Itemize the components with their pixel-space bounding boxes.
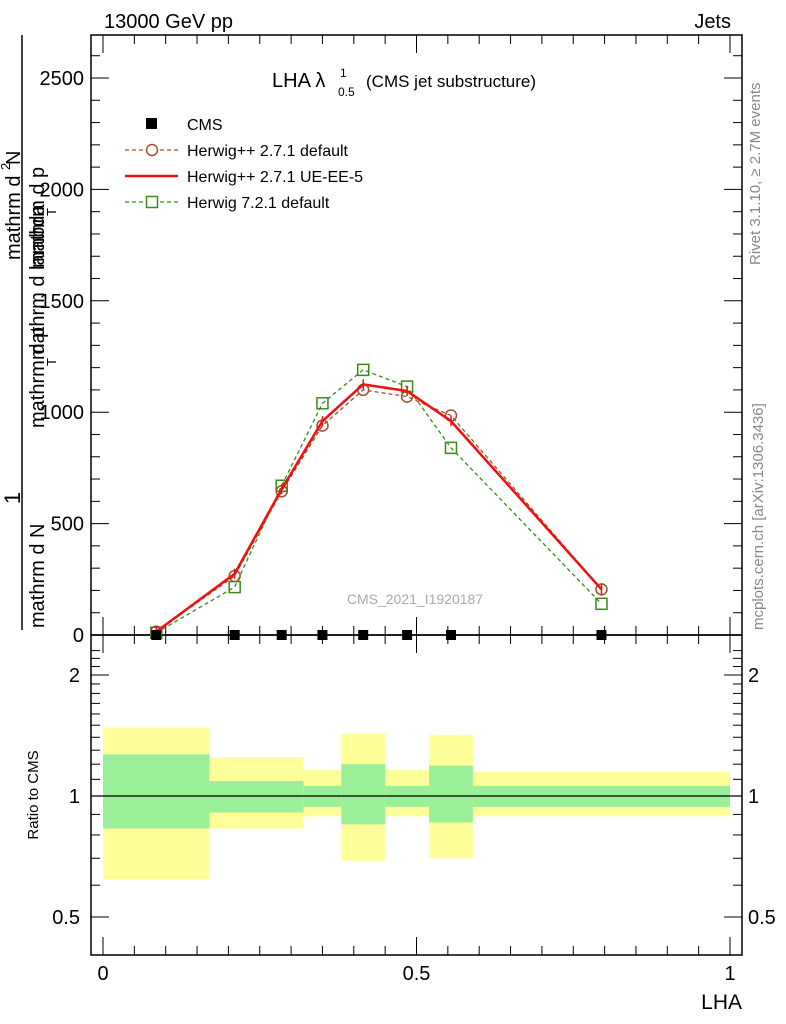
legend-marker-herwigpp-default — [145, 143, 159, 157]
x-tick-label: 1 — [724, 963, 735, 985]
y-label-frac2-den-sub: T — [44, 208, 59, 216]
data-point-cms — [317, 630, 328, 640]
main-y-axis: 0 500 1000 1500 2000 2500 — [40, 55, 742, 647]
y-label-frac2-den: mathrm d lambda — [27, 204, 49, 360]
data-point-herwig-7-2-1-default — [228, 580, 241, 594]
legend-label-herwigpp-default: Herwig++ 2.7.1 default — [187, 143, 349, 160]
mcplots-label: mcplots.cern.ch [arXiv:1306.3436] — [750, 403, 767, 630]
y-label-numerator: 1 — [0, 492, 25, 504]
data-point-herwig-7-2-1-default — [356, 363, 370, 377]
title-sup: 1 — [340, 66, 347, 80]
title-sub: 0.5 — [338, 85, 355, 99]
legend-marker-cms — [146, 118, 157, 129]
title-suffix: (CMS jet substructure) — [366, 72, 536, 91]
data-point-cms — [151, 630, 162, 640]
ratio-band-inner — [341, 764, 386, 825]
ratio-y-tick-label-right: 2 — [748, 665, 759, 687]
data-point-cms — [596, 630, 607, 640]
ratio-y-label: Ratio to CMS — [25, 750, 42, 839]
x-tick-label: 0 — [97, 963, 108, 985]
y-label-frac1-den-sub: T — [44, 358, 59, 366]
main-y-tick-label: 1500 — [40, 291, 85, 313]
data-point-herwig-7-2-1-default — [595, 597, 608, 611]
main-y-label: 1 mathrm d N mathrm d mathrm d p mathrm … — [0, 35, 59, 630]
legend-marker-herwig7-default — [145, 195, 159, 209]
ratio-bands — [103, 727, 730, 880]
y-label-frac2-den-p: mathrm d p — [27, 167, 49, 268]
main-y-tick-label: 2500 — [40, 68, 85, 90]
ratio-y-tick-label: 2 — [69, 665, 80, 687]
series-line-herwig-2-7-1-ue-ee-5 — [155, 383, 603, 633]
ratio-band-inner — [429, 765, 473, 823]
data-point-cms — [276, 630, 287, 640]
main-y-tick-label: 2000 — [40, 179, 85, 201]
header-right: Jets — [694, 11, 731, 33]
data-point-herwig-2-7-1-default — [595, 583, 608, 596]
ratio-band-inner — [103, 754, 210, 829]
y-label-frac2-num: mathrm d — [3, 176, 25, 260]
ratio-band-inner — [209, 780, 304, 813]
main-y-tick-label: 1000 — [40, 402, 85, 424]
ratio-y-tick-label-right: 0.5 — [748, 907, 776, 929]
series-line-herwig-7-2-1-default — [155, 369, 602, 634]
ratio-y-tick-label-right: 1 — [748, 786, 759, 808]
header-left: 13000 GeV pp — [104, 11, 233, 33]
title-main: LHA λ — [272, 70, 325, 92]
x-tick-label: 0.5 — [403, 963, 431, 985]
rivet-label: Rivet 3.1.10, ≥ 2.7M events — [747, 83, 764, 266]
series-layer — [150, 363, 608, 640]
data-point-cms — [445, 630, 456, 640]
y-label-frac1-num: mathrm d N — [27, 524, 49, 628]
data-point-herwig-7-2-1-default — [316, 397, 329, 410]
legend-label-herwig7-default: Herwig 7.2.1 default — [187, 195, 330, 212]
legend-label-herwigpp-ueee5: Herwig++ 2.7.1 UE-EE-5 — [187, 169, 363, 186]
plot-title: LHA λ 1 0.5 (CMS jet substructure) — [272, 66, 536, 99]
y-label-frac2-num-sup: 2 — [0, 163, 13, 170]
data-point-cms — [229, 630, 240, 640]
data-point-cms — [402, 630, 413, 640]
x-axis: 0 0.5 1 — [97, 35, 736, 985]
x-axis-label: LHA — [701, 991, 742, 1014]
main-y-tick-label: 0 — [73, 625, 84, 647]
analysis-watermark: CMS_2021_I1920187 — [347, 591, 483, 607]
y-label-frac2-num-rest: N — [3, 151, 25, 165]
y-label-frac1-den: mathrm d p — [27, 327, 49, 428]
data-point-herwig-7-2-1-default — [444, 441, 458, 455]
data-point-cms — [358, 630, 369, 640]
main-y-tick-label: 500 — [51, 514, 84, 536]
legend-label-cms: CMS — [187, 117, 223, 134]
ratio-y-tick-label: 0.5 — [52, 907, 80, 929]
legend: CMS Herwig++ 2.7.1 default Herwig++ 2.7.… — [125, 117, 363, 212]
ratio-y-tick-label: 1 — [69, 786, 80, 808]
